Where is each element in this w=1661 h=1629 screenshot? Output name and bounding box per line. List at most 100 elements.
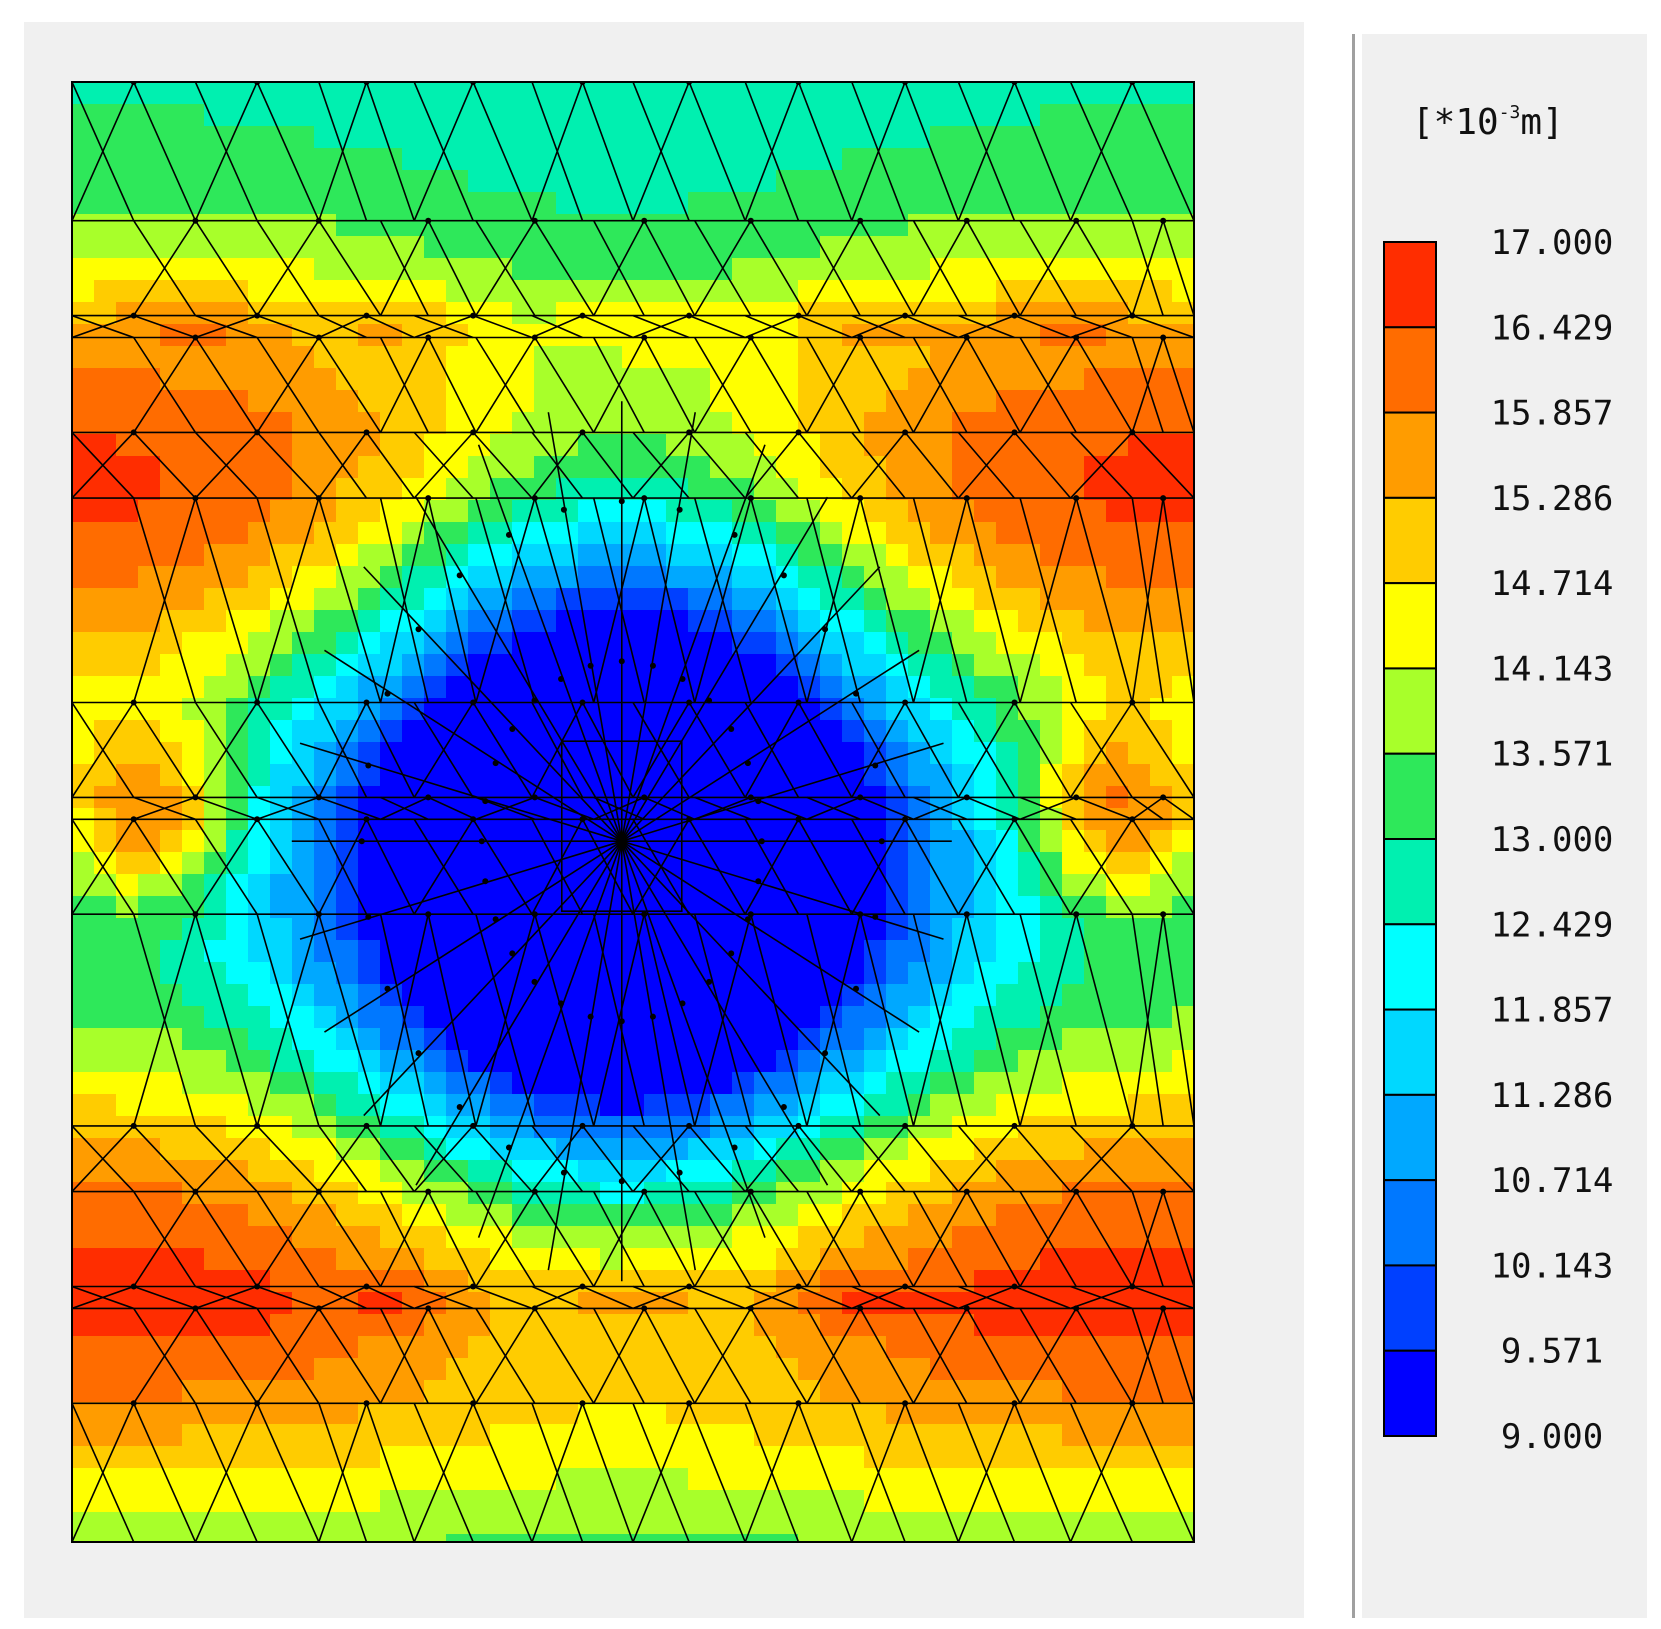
contour-cell xyxy=(402,1402,425,1425)
contour-cell xyxy=(270,698,293,721)
contour-cell xyxy=(776,192,799,215)
mesh-node xyxy=(531,911,538,918)
contour-cell xyxy=(1106,214,1129,237)
contour-cell xyxy=(512,434,535,457)
mesh-diagonal-line xyxy=(1019,796,1077,821)
contour-cell xyxy=(930,742,953,765)
contour-cell xyxy=(248,764,271,787)
contour-cell xyxy=(886,1534,909,1542)
contour-cell xyxy=(1084,280,1107,303)
contour-cell xyxy=(930,478,953,501)
contour-cell xyxy=(600,940,623,963)
mesh-diagonal-line xyxy=(859,497,915,703)
contour-cell xyxy=(622,1358,645,1381)
contour-cell xyxy=(446,236,469,259)
contour-cell xyxy=(886,1380,909,1403)
mesh-diagonal-line xyxy=(957,702,1016,798)
contour-cell xyxy=(908,1336,931,1359)
contour-cell xyxy=(798,1160,821,1183)
contour-cell xyxy=(688,258,711,281)
contour-cell xyxy=(1172,1050,1194,1073)
contour-cell xyxy=(842,412,865,435)
contour-cell xyxy=(182,456,205,479)
contour-cell xyxy=(182,1006,205,1029)
contour-cell xyxy=(908,1446,931,1469)
contour-cell xyxy=(578,1204,601,1227)
contour-cell xyxy=(776,676,799,699)
contour-cell xyxy=(776,456,799,479)
contour-cell xyxy=(292,918,315,941)
contour-cell xyxy=(1172,302,1194,325)
contour-cell xyxy=(644,434,667,457)
contour-cell xyxy=(1018,82,1041,105)
contour-cell xyxy=(996,1116,1019,1139)
contour-cell xyxy=(402,1358,425,1381)
contour-cell xyxy=(1018,1446,1041,1469)
contour-cell xyxy=(776,918,799,941)
mesh-diagonal-line xyxy=(643,1191,696,1287)
contour-cell xyxy=(248,1006,271,1029)
contour-cell xyxy=(930,962,953,985)
contour-cell xyxy=(1106,236,1129,259)
contour-cell xyxy=(578,1490,601,1513)
contour-cell xyxy=(600,434,623,457)
contour-cell xyxy=(1106,896,1129,919)
contour-cell xyxy=(336,918,359,941)
contour-cell xyxy=(1172,82,1194,105)
contour-cell xyxy=(1040,610,1063,633)
contour-cell xyxy=(182,522,205,545)
contour-cell xyxy=(138,1116,161,1139)
mesh-node xyxy=(1129,699,1136,706)
contour-cell xyxy=(710,1248,733,1271)
contour-cell xyxy=(380,1468,403,1491)
contour-cell xyxy=(380,258,403,281)
contour-cell xyxy=(578,1094,601,1117)
contour-cell xyxy=(424,1512,447,1535)
contour-cell xyxy=(512,874,535,897)
contour-cell xyxy=(534,852,557,875)
contour-cell xyxy=(1040,324,1063,347)
contour-cell xyxy=(446,566,469,589)
contour-cell xyxy=(842,654,865,677)
contour-cell xyxy=(182,1050,205,1073)
contour-cell xyxy=(94,280,117,303)
mesh-diagonal-line xyxy=(806,914,861,1127)
mesh-diagonal-line xyxy=(904,818,960,915)
contour-cell xyxy=(1150,1292,1173,1315)
contour-cell xyxy=(380,588,403,611)
contour-cell xyxy=(974,940,997,963)
contour-cell xyxy=(138,654,161,677)
contour-cell xyxy=(644,456,667,479)
contour-cell xyxy=(248,148,271,171)
contour-cell xyxy=(1018,170,1041,193)
contour-cell xyxy=(314,148,337,171)
contour-cell xyxy=(1150,742,1173,765)
contour-cell xyxy=(160,588,183,611)
mesh-node xyxy=(795,429,802,436)
mesh-node xyxy=(686,699,693,706)
contour-cell xyxy=(402,324,425,347)
mesh-node xyxy=(1073,1188,1080,1195)
mesh-diagonal-line xyxy=(797,82,853,221)
contour-cell xyxy=(182,742,205,765)
contour-cell xyxy=(1018,192,1041,215)
contour-cell xyxy=(644,1358,667,1381)
contour-cell xyxy=(534,478,557,501)
contour-cell xyxy=(534,1534,557,1542)
contour-cell xyxy=(248,192,271,215)
contour-cell xyxy=(138,412,161,435)
contour-cell xyxy=(182,1380,205,1403)
contour-cell xyxy=(1106,1468,1129,1491)
contour-cell xyxy=(270,1182,293,1205)
contour-cell xyxy=(600,1512,623,1535)
mesh-node xyxy=(853,985,860,992)
contour-cell xyxy=(842,610,865,633)
mesh-diagonal-line xyxy=(256,796,320,821)
mesh-node xyxy=(780,572,787,579)
contour-cell xyxy=(182,566,205,589)
contour-cell xyxy=(1150,1050,1173,1073)
contour-cell xyxy=(908,874,931,897)
mesh-diagonal-line xyxy=(958,1285,1015,1310)
contour-cell xyxy=(490,1336,513,1359)
contour-cell xyxy=(204,544,227,567)
